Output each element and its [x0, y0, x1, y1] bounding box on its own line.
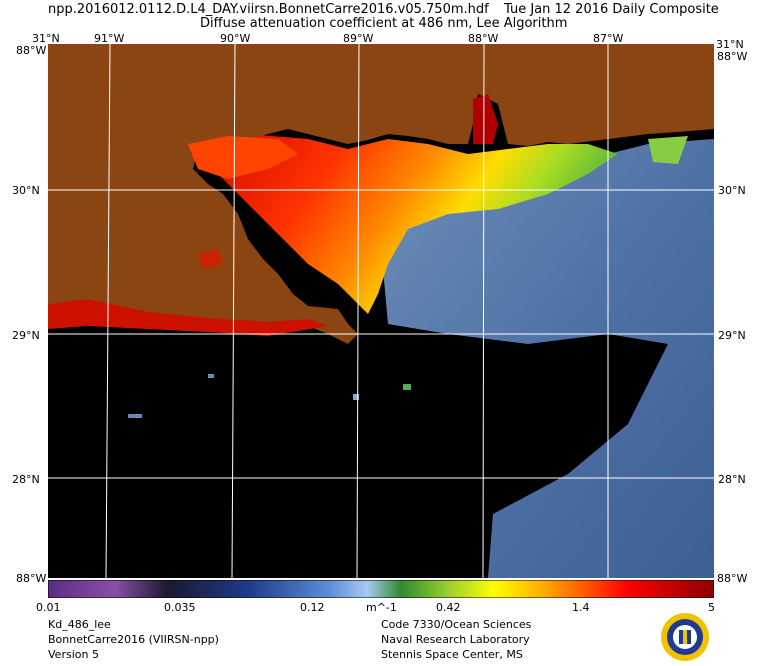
lat-label-left-30n: 30°N — [12, 184, 40, 197]
speck-2 — [208, 374, 214, 378]
product-title: Diffuse attenuation coefficient at 486 n… — [200, 16, 568, 31]
colorbar-tick-0: 0.01 — [36, 601, 61, 614]
colorbar-tick-2: 0.12 — [300, 601, 325, 614]
date-title: Tue Jan 12 2016 Daily Composite — [504, 2, 719, 17]
colorbar — [47, 579, 715, 599]
footer-version: Version 5 — [48, 648, 99, 661]
map-panel[interactable] — [48, 44, 714, 578]
gulf-water — [378, 139, 714, 578]
nrl-seal-logo — [660, 612, 710, 662]
lon-label-left-edge: 31°N — [32, 32, 60, 45]
speck-3 — [353, 394, 359, 400]
lake-pontchartrain — [188, 136, 298, 179]
corner-label-top-left: 88°W — [16, 44, 47, 57]
lon-label-88w: 88°W — [468, 32, 499, 45]
lat-label-left-29n: 29°N — [12, 329, 40, 342]
mobile-bay — [473, 94, 498, 144]
file-name-title: npp.2016012.0112.D.L4_DAY.viirsn.BonnetC… — [48, 2, 489, 17]
corner-label-bottom-right: 88°W — [717, 572, 748, 585]
footer-location: Stennis Space Center, MS — [381, 648, 523, 661]
lon-label-89w: 89°W — [343, 32, 374, 45]
coastal-west-strip — [48, 299, 328, 336]
colorbar-tick-4: 1.4 — [572, 601, 590, 614]
lon-label-90w: 90°W — [220, 32, 251, 45]
lat-label-right-28n: 28°N — [718, 473, 746, 486]
colorbar-tick-3: 0.42 — [436, 601, 461, 614]
colorbar-unit: m^-1 — [366, 601, 397, 614]
colorbar-tick-5: 5 — [708, 601, 715, 614]
lake-small — [198, 249, 223, 269]
graticule — [48, 44, 714, 578]
lon-label-right-edge: 31°N — [716, 38, 744, 51]
land-area — [48, 44, 714, 344]
colorbar-tick-1: 0.035 — [164, 601, 196, 614]
river-plume — [188, 134, 618, 314]
footer-lab: Naval Research Laboratory — [381, 633, 530, 646]
speck-4 — [403, 384, 411, 390]
corner-label-top-right: 88°W — [717, 50, 748, 63]
lon-label-87w: 87°W — [593, 32, 624, 45]
lon-label-91w: 91°W — [94, 32, 125, 45]
footer-code: Code 7330/Ocean Sciences — [381, 618, 532, 631]
footer-dataset: BonnetCarre2016 (VIIRSN-npp) — [48, 633, 219, 646]
lat-label-right-30n: 30°N — [718, 184, 746, 197]
lat-label-left-28n: 28°N — [12, 473, 40, 486]
footer-product-name: Kd_486_lee — [48, 618, 111, 631]
map-image — [48, 44, 714, 578]
speck-1 — [128, 414, 142, 418]
lat-label-right-29n: 29°N — [718, 329, 746, 342]
corner-label-bottom-left: 88°W — [16, 572, 47, 585]
estuary-east — [648, 136, 688, 164]
